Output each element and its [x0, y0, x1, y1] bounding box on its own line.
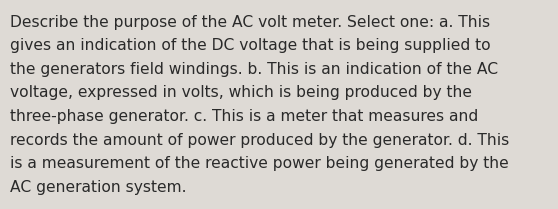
Text: Describe the purpose of the AC volt meter. Select one: a. This: Describe the purpose of the AC volt mete…: [10, 15, 490, 30]
Text: records the amount of power produced by the generator. d. This: records the amount of power produced by …: [10, 133, 509, 148]
Text: AC generation system.: AC generation system.: [10, 180, 186, 195]
Text: voltage, expressed in volts, which is being produced by the: voltage, expressed in volts, which is be…: [10, 85, 472, 101]
Text: is a measurement of the reactive power being generated by the: is a measurement of the reactive power b…: [10, 156, 509, 171]
Text: three-phase generator. c. This is a meter that measures and: three-phase generator. c. This is a mete…: [10, 109, 478, 124]
Text: the generators field windings. b. This is an indication of the AC: the generators field windings. b. This i…: [10, 62, 498, 77]
Text: gives an indication of the DC voltage that is being supplied to: gives an indication of the DC voltage th…: [10, 38, 490, 53]
